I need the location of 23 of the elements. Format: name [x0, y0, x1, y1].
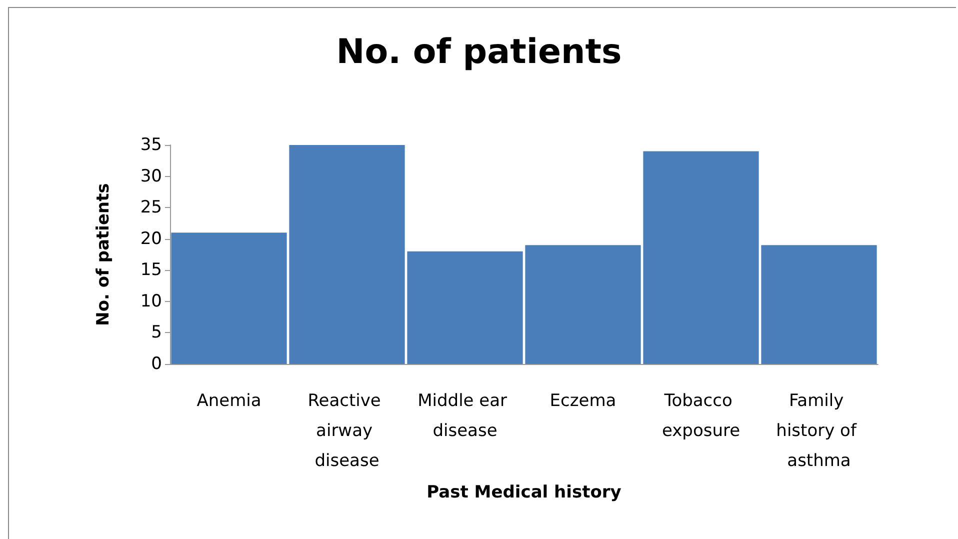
y-tick-label: 35 [140, 135, 162, 155]
y-tick-label: 10 [140, 291, 162, 312]
bar [171, 232, 287, 364]
y-tick-label: 15 [140, 260, 162, 280]
y-tick-label: 25 [140, 198, 162, 218]
text: No. of patients [94, 183, 114, 326]
x-tick-label: Middle ear disease [418, 391, 512, 441]
y-tick-label: 0 [151, 354, 162, 374]
y-tick-label: 5 [151, 322, 162, 343]
x-tick-label: Reactive airway disease [308, 391, 386, 471]
x-tick-label: Family history of asthma [776, 391, 862, 471]
x-tick-label: Tobacco exposure [662, 391, 740, 441]
bar [761, 245, 877, 364]
x-tick-label: Anemia [196, 391, 262, 411]
bar [289, 145, 405, 364]
bar [643, 151, 759, 364]
y-axis-title: No. of patients [336, 32, 622, 72]
x-axis-title: Past Medical history [426, 482, 622, 502]
bar [407, 251, 523, 364]
y-tick-label: 20 [140, 228, 162, 249]
y-tick-label: 30 [140, 166, 162, 186]
x-tick-label: Eczema [550, 391, 616, 411]
bar [525, 245, 641, 364]
